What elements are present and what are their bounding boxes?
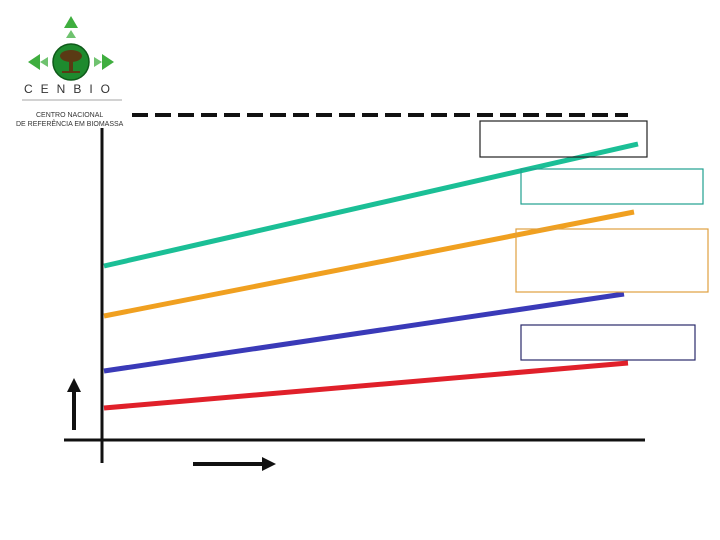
logo-name-line-2: DE REFERÊNCIA EM BIOMASSA (16, 119, 124, 128)
tree-icon (60, 50, 82, 73)
up-arrow-icon (67, 378, 81, 430)
cenbio-logo: CENBIO CENTRO NACIONAL DE REFERÊNCIA EM … (16, 16, 124, 128)
line-orange (103, 209, 635, 319)
line-green (103, 141, 639, 269)
line-red (103, 360, 629, 411)
right-arrow-icon (193, 457, 276, 471)
logo-brand: CENBIO (24, 82, 118, 96)
logo-name-line-1: CENTRO NACIONAL (36, 112, 103, 119)
label-box-2 (520, 168, 704, 205)
label-box-1 (479, 120, 648, 158)
line-blue (103, 291, 625, 374)
label-box-4 (520, 324, 696, 361)
logo-diamonds (28, 16, 114, 70)
label-box-3 (515, 228, 709, 293)
